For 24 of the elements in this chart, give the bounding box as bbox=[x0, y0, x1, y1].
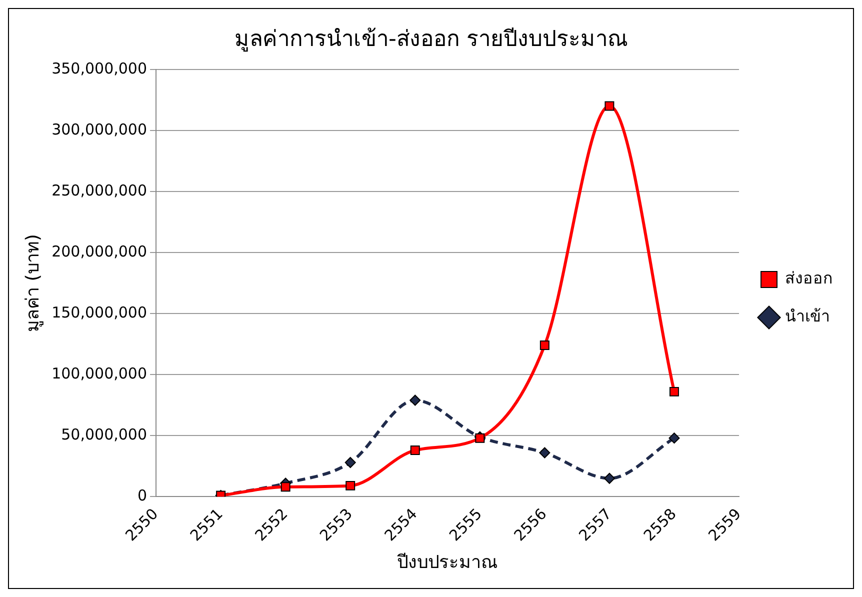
y-tick-label: 300,000,000 bbox=[52, 120, 148, 138]
x-axis-title: ปีงบประมาณ bbox=[397, 552, 498, 573]
point bbox=[604, 101, 614, 111]
y-tick-label: 200,000,000 bbox=[52, 242, 148, 260]
point bbox=[539, 447, 550, 458]
y-tick-label: 0 bbox=[137, 486, 148, 505]
y-axis-title: มูลค่า (บาท) bbox=[22, 234, 44, 332]
point bbox=[668, 432, 680, 444]
point bbox=[344, 456, 356, 468]
point bbox=[669, 386, 679, 396]
chart-title: มูลค่าการนำเข้า-ส่งออก รายปีงบประมาณ bbox=[234, 26, 628, 52]
y-tick-label: 250,000,000 bbox=[52, 181, 148, 200]
point bbox=[604, 472, 615, 484]
point bbox=[410, 394, 421, 406]
point bbox=[346, 480, 356, 490]
y-tick-label: 350,000,000 bbox=[52, 59, 148, 78]
legend-label: ส่งออก bbox=[785, 268, 833, 288]
y-tick-label: 150,000,000 bbox=[52, 303, 148, 322]
point bbox=[540, 340, 550, 350]
y-tick-label: 50,000,000 bbox=[61, 426, 148, 444]
point bbox=[280, 482, 290, 492]
legend-label: นำเข้า bbox=[785, 306, 830, 326]
point bbox=[410, 446, 420, 456]
y-tick-label: 100,000,000 bbox=[52, 364, 148, 382]
